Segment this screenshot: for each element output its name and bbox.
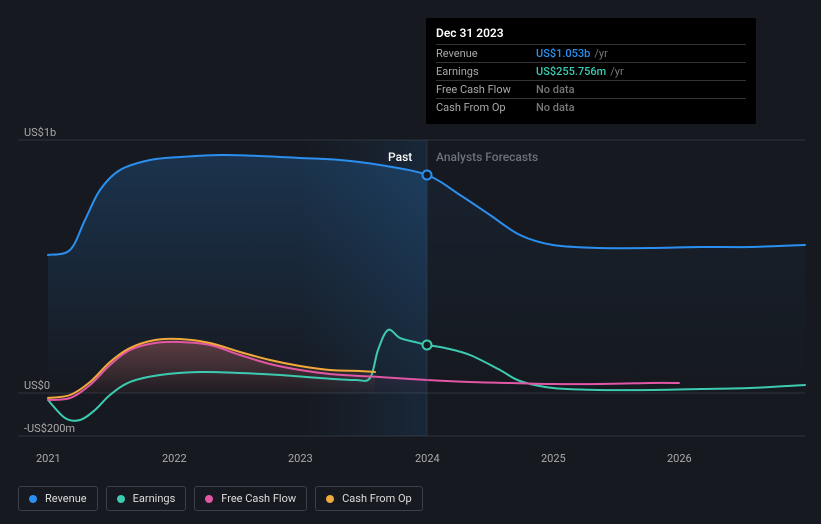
legend-dot-icon — [205, 495, 213, 503]
legend-item-earnings[interactable]: Earnings — [106, 486, 187, 511]
financials-chart: US$1b US$0 -US$200m 2021 2022 2023 2024 2025 20… — [0, 0, 821, 524]
chart-legend: Revenue Earnings Free Cash Flow Cash From O… — [18, 486, 423, 511]
y-axis-tick-label: US$0 — [24, 379, 50, 392]
x-axis-tick-label: 2023 — [288, 452, 313, 465]
legend-item-free-cash-flow[interactable]: Free Cash Flow — [194, 486, 307, 511]
tooltip-suffix: /yr — [610, 65, 623, 78]
tooltip-metric-label: Cash From Op — [436, 101, 536, 114]
legend-item-cash-from-op[interactable]: Cash From Op — [315, 486, 423, 511]
tooltip-metric-value: No data — [536, 101, 575, 114]
legend-item-revenue[interactable]: Revenue — [18, 486, 98, 511]
y-axis-tick-label: -US$200m — [24, 422, 75, 435]
tooltip-metric-value: No data — [536, 83, 575, 96]
tooltip-metric-value: US$1.053b — [536, 47, 590, 60]
tooltip-row: Cash From OpNo data — [436, 98, 746, 116]
tooltip-date: Dec 31 2023 — [436, 26, 746, 44]
tooltip-metric-label: Earnings — [436, 65, 536, 78]
data-tooltip: Dec 31 2023 RevenueUS$1.053b/yrEarningsU… — [426, 18, 756, 124]
tooltip-metric-value: US$255.756m — [536, 65, 606, 78]
x-axis-tick-label: 2025 — [541, 452, 566, 465]
legend-dot-icon — [29, 495, 37, 503]
tooltip-metric-label: Revenue — [436, 47, 536, 60]
legend-dot-icon — [117, 495, 125, 503]
tooltip-row: EarningsUS$255.756m/yr — [436, 62, 746, 80]
tooltip-row: Free Cash FlowNo data — [436, 80, 746, 98]
legend-label: Free Cash Flow — [221, 492, 296, 505]
legend-label: Earnings — [133, 492, 176, 505]
x-axis-tick-label: 2022 — [162, 452, 187, 465]
legend-label: Cash From Op — [342, 492, 412, 505]
legend-label: Revenue — [45, 492, 87, 505]
x-axis-tick-label: 2026 — [667, 452, 692, 465]
tooltip-row: RevenueUS$1.053b/yr — [436, 44, 746, 62]
tooltip-suffix: /yr — [594, 47, 607, 60]
x-axis-tick-label: 2021 — [36, 452, 61, 465]
y-axis-tick-label: US$1b — [24, 126, 56, 139]
legend-dot-icon — [326, 495, 334, 503]
past-section-label: Past — [388, 150, 412, 164]
x-axis-tick-label: 2024 — [415, 452, 440, 465]
tooltip-metric-label: Free Cash Flow — [436, 83, 536, 96]
forecast-section-label: Analysts Forecasts — [436, 150, 538, 164]
